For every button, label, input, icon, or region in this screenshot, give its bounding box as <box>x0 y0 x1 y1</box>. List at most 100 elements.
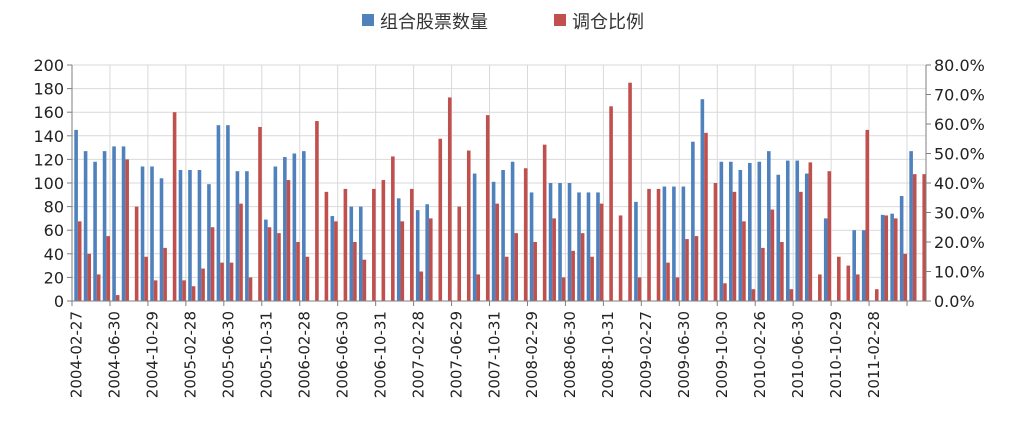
bar-rebalance-ratio <box>893 218 898 301</box>
bar-rebalance-ratio <box>381 180 386 301</box>
bar-rebalance-ratio <box>495 203 500 301</box>
bar-stock-count <box>700 99 705 301</box>
bar-rebalance-ratio <box>286 180 291 301</box>
bar-rebalance-ratio <box>172 112 177 301</box>
bar-rebalance-ratio <box>324 191 329 301</box>
y-right-tick-label: 30.0% <box>934 204 985 223</box>
bar-stock-count <box>425 204 429 301</box>
legend: 组合股票数量 调仓比例 <box>362 12 644 33</box>
bar-rebalance-ratio <box>125 159 129 301</box>
bar-rebalance-ratio <box>685 239 689 301</box>
bar-rebalance-ratio <box>561 277 566 301</box>
bar-rebalance-ratio <box>628 82 632 301</box>
bar-rebalance-ratio <box>903 253 908 301</box>
bar-rebalance-ratio <box>182 280 186 301</box>
bar-rebalance-ratio <box>742 221 746 301</box>
bar-rebalance-ratio <box>609 106 613 301</box>
bar-rebalance-ratio <box>666 262 670 301</box>
bar-rebalance-ratio <box>391 156 395 301</box>
bar-rebalance-ratio <box>647 188 651 301</box>
bar-rebalance-ratio <box>296 242 300 301</box>
x-tick-label: 2008-02-29 <box>523 311 541 398</box>
bar-stock-count <box>112 146 116 301</box>
bar-rebalance-ratio <box>599 203 604 301</box>
y-left-tick-label: 40 <box>44 245 64 264</box>
bar-rebalance-ratio <box>780 242 784 301</box>
bar-stock-count <box>899 195 904 301</box>
bar-stock-count <box>150 166 154 301</box>
y-left-tick-label: 60 <box>44 221 64 240</box>
bar-rebalance-ratio <box>419 271 424 301</box>
bar-rebalance-ratio <box>723 283 727 301</box>
bar-stock-count <box>681 186 686 301</box>
bar-rebalance-ratio <box>343 188 348 301</box>
bar-stock-count <box>852 230 856 301</box>
y-left-tick-label: 80 <box>44 198 64 217</box>
bar-rebalance-ratio <box>87 253 91 301</box>
bar-rebalance-ratio <box>514 233 518 301</box>
y-right-tick-label: 0.0% <box>934 292 975 311</box>
x-tick-label: 2008-10-31 <box>599 311 617 398</box>
y-left-tick-label: 200 <box>33 56 64 75</box>
bar-stock-count <box>121 146 126 301</box>
x-tick-label: 2006-02-28 <box>295 311 313 398</box>
bar-rebalance-ratio <box>447 97 452 301</box>
bar-stock-count <box>776 174 781 301</box>
bar-stock-count <box>283 157 287 301</box>
bar-rebalance-ratio <box>248 277 253 301</box>
x-tick-label: 2005-02-28 <box>182 311 200 398</box>
bar-stock-count <box>766 151 771 301</box>
bar-rebalance-ratio <box>163 247 167 301</box>
bar-stock-count <box>93 161 97 301</box>
bar-rebalance-ratio <box>637 277 642 301</box>
bar-rebalance-ratio <box>144 256 148 301</box>
y-left-tick-label: 180 <box>33 80 64 99</box>
bar-rebalance-ratio <box>106 236 110 301</box>
bar-stock-count <box>577 192 581 301</box>
bar-rebalance-ratio <box>201 268 205 301</box>
bar-rebalance-ratio <box>580 233 585 301</box>
y-right-tick-label: 60.0% <box>934 115 985 134</box>
bar-rebalance-ratio <box>912 174 917 301</box>
bar-rebalance-ratio <box>267 227 272 301</box>
bar-rebalance-ratio <box>410 188 414 301</box>
legend-swatch-stock-count <box>362 14 374 26</box>
bar-stock-count <box>491 181 496 301</box>
bar-rebalance-ratio <box>229 262 234 301</box>
bar-rebalance-ratio <box>504 256 509 301</box>
bar-stock-count <box>757 161 762 301</box>
bar-stock-count <box>292 153 297 301</box>
x-tick-label: 2005-06-30 <box>220 311 238 398</box>
bar-rebalance-ratio <box>846 265 851 301</box>
bar-rebalance-ratio <box>799 191 803 301</box>
bar-stock-count <box>349 206 354 301</box>
bar-stock-count <box>804 173 809 301</box>
bar-rebalance-ratio <box>789 289 794 301</box>
bar-rebalance-ratio <box>818 274 822 301</box>
y-left-tick-label: 140 <box>33 127 64 146</box>
y-right-tick-label: 10.0% <box>934 263 985 282</box>
bar-rebalance-ratio <box>542 144 547 301</box>
bar-rebalance-ratio <box>191 286 196 301</box>
bar-rebalance-ratio <box>277 233 281 301</box>
bar-rebalance-ratio <box>552 218 556 301</box>
y-right-tick-label: 40.0% <box>934 174 985 193</box>
bar-stock-count <box>548 183 553 301</box>
bar-rebalance-ratio <box>258 126 262 301</box>
bar-stock-count <box>691 141 695 301</box>
bar-stock-count <box>207 184 211 301</box>
bar-stock-count <box>472 173 477 301</box>
bar-stock-count <box>197 170 202 301</box>
y-left-tick-label: 0 <box>54 292 64 311</box>
bar-stock-count <box>74 129 78 301</box>
bar-stock-count <box>719 161 724 301</box>
bar-rebalance-ratio <box>476 274 481 301</box>
bar-rebalance-ratio <box>865 129 870 301</box>
legend-label-rebalance-ratio: 调仓比例 <box>572 12 644 33</box>
y-left-tick-label: 20 <box>44 268 64 287</box>
bar-stock-count <box>235 171 240 301</box>
bar-stock-count <box>510 161 515 301</box>
bar-stock-count <box>396 198 401 301</box>
bar-rebalance-ratio <box>732 191 737 301</box>
